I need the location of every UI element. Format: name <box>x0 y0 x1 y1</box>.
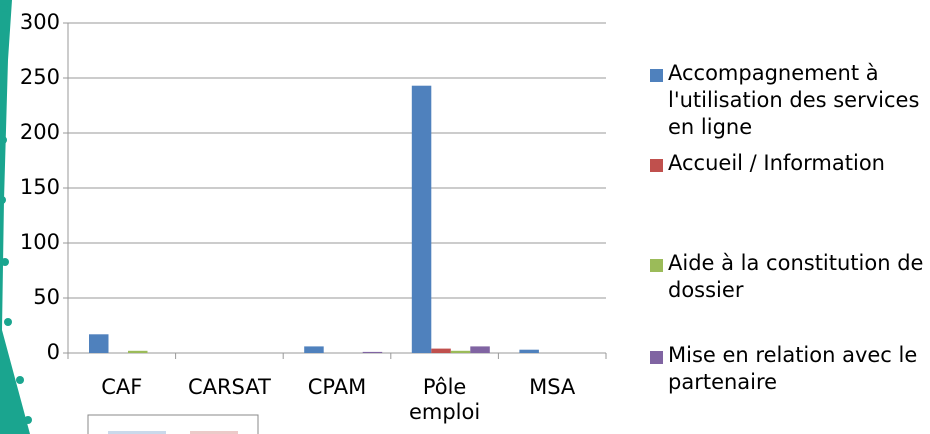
y-tick-label: 300 <box>20 10 60 34</box>
bar <box>519 349 539 353</box>
x-tick-label: CAF <box>101 375 143 399</box>
legend-swatch <box>650 159 663 172</box>
x-tick-label: CPAM <box>307 375 367 399</box>
y-tick-label: 150 <box>20 175 60 199</box>
legend-label: Aide à la constitution de dossier <box>668 251 924 302</box>
legend-swatch <box>650 69 663 82</box>
bar <box>89 334 109 353</box>
y-tick-label: 200 <box>20 120 60 144</box>
bar <box>411 85 432 353</box>
y-tick-label: 0 <box>47 340 60 364</box>
bar <box>470 346 490 353</box>
legend-fragment <box>87 414 259 434</box>
y-tick-label: 50 <box>33 285 60 309</box>
legend-swatch <box>650 259 663 272</box>
bar <box>304 346 324 353</box>
legend-swatch <box>650 351 663 364</box>
legend-label: Accueil / Information <box>668 151 885 175</box>
decoration <box>0 0 30 434</box>
bar <box>128 350 148 353</box>
bar <box>362 351 383 353</box>
bar <box>450 350 471 353</box>
x-tick-label: CARSAT <box>187 375 271 399</box>
y-tick-label: 100 <box>20 230 60 254</box>
y-tick-label: 250 <box>20 65 60 89</box>
fragment-swatch <box>190 431 238 434</box>
decoration-dots <box>0 4 32 424</box>
legend-label: Mise en relation avec le partenaire <box>668 343 918 394</box>
legend-label: Accompagnement à l'utilisation des servi… <box>668 61 920 139</box>
x-tick-label: MSA <box>529 375 576 399</box>
fragment-swatch <box>108 431 166 434</box>
x-tick-label: Pôle emploi <box>408 375 481 424</box>
bar <box>431 348 451 353</box>
